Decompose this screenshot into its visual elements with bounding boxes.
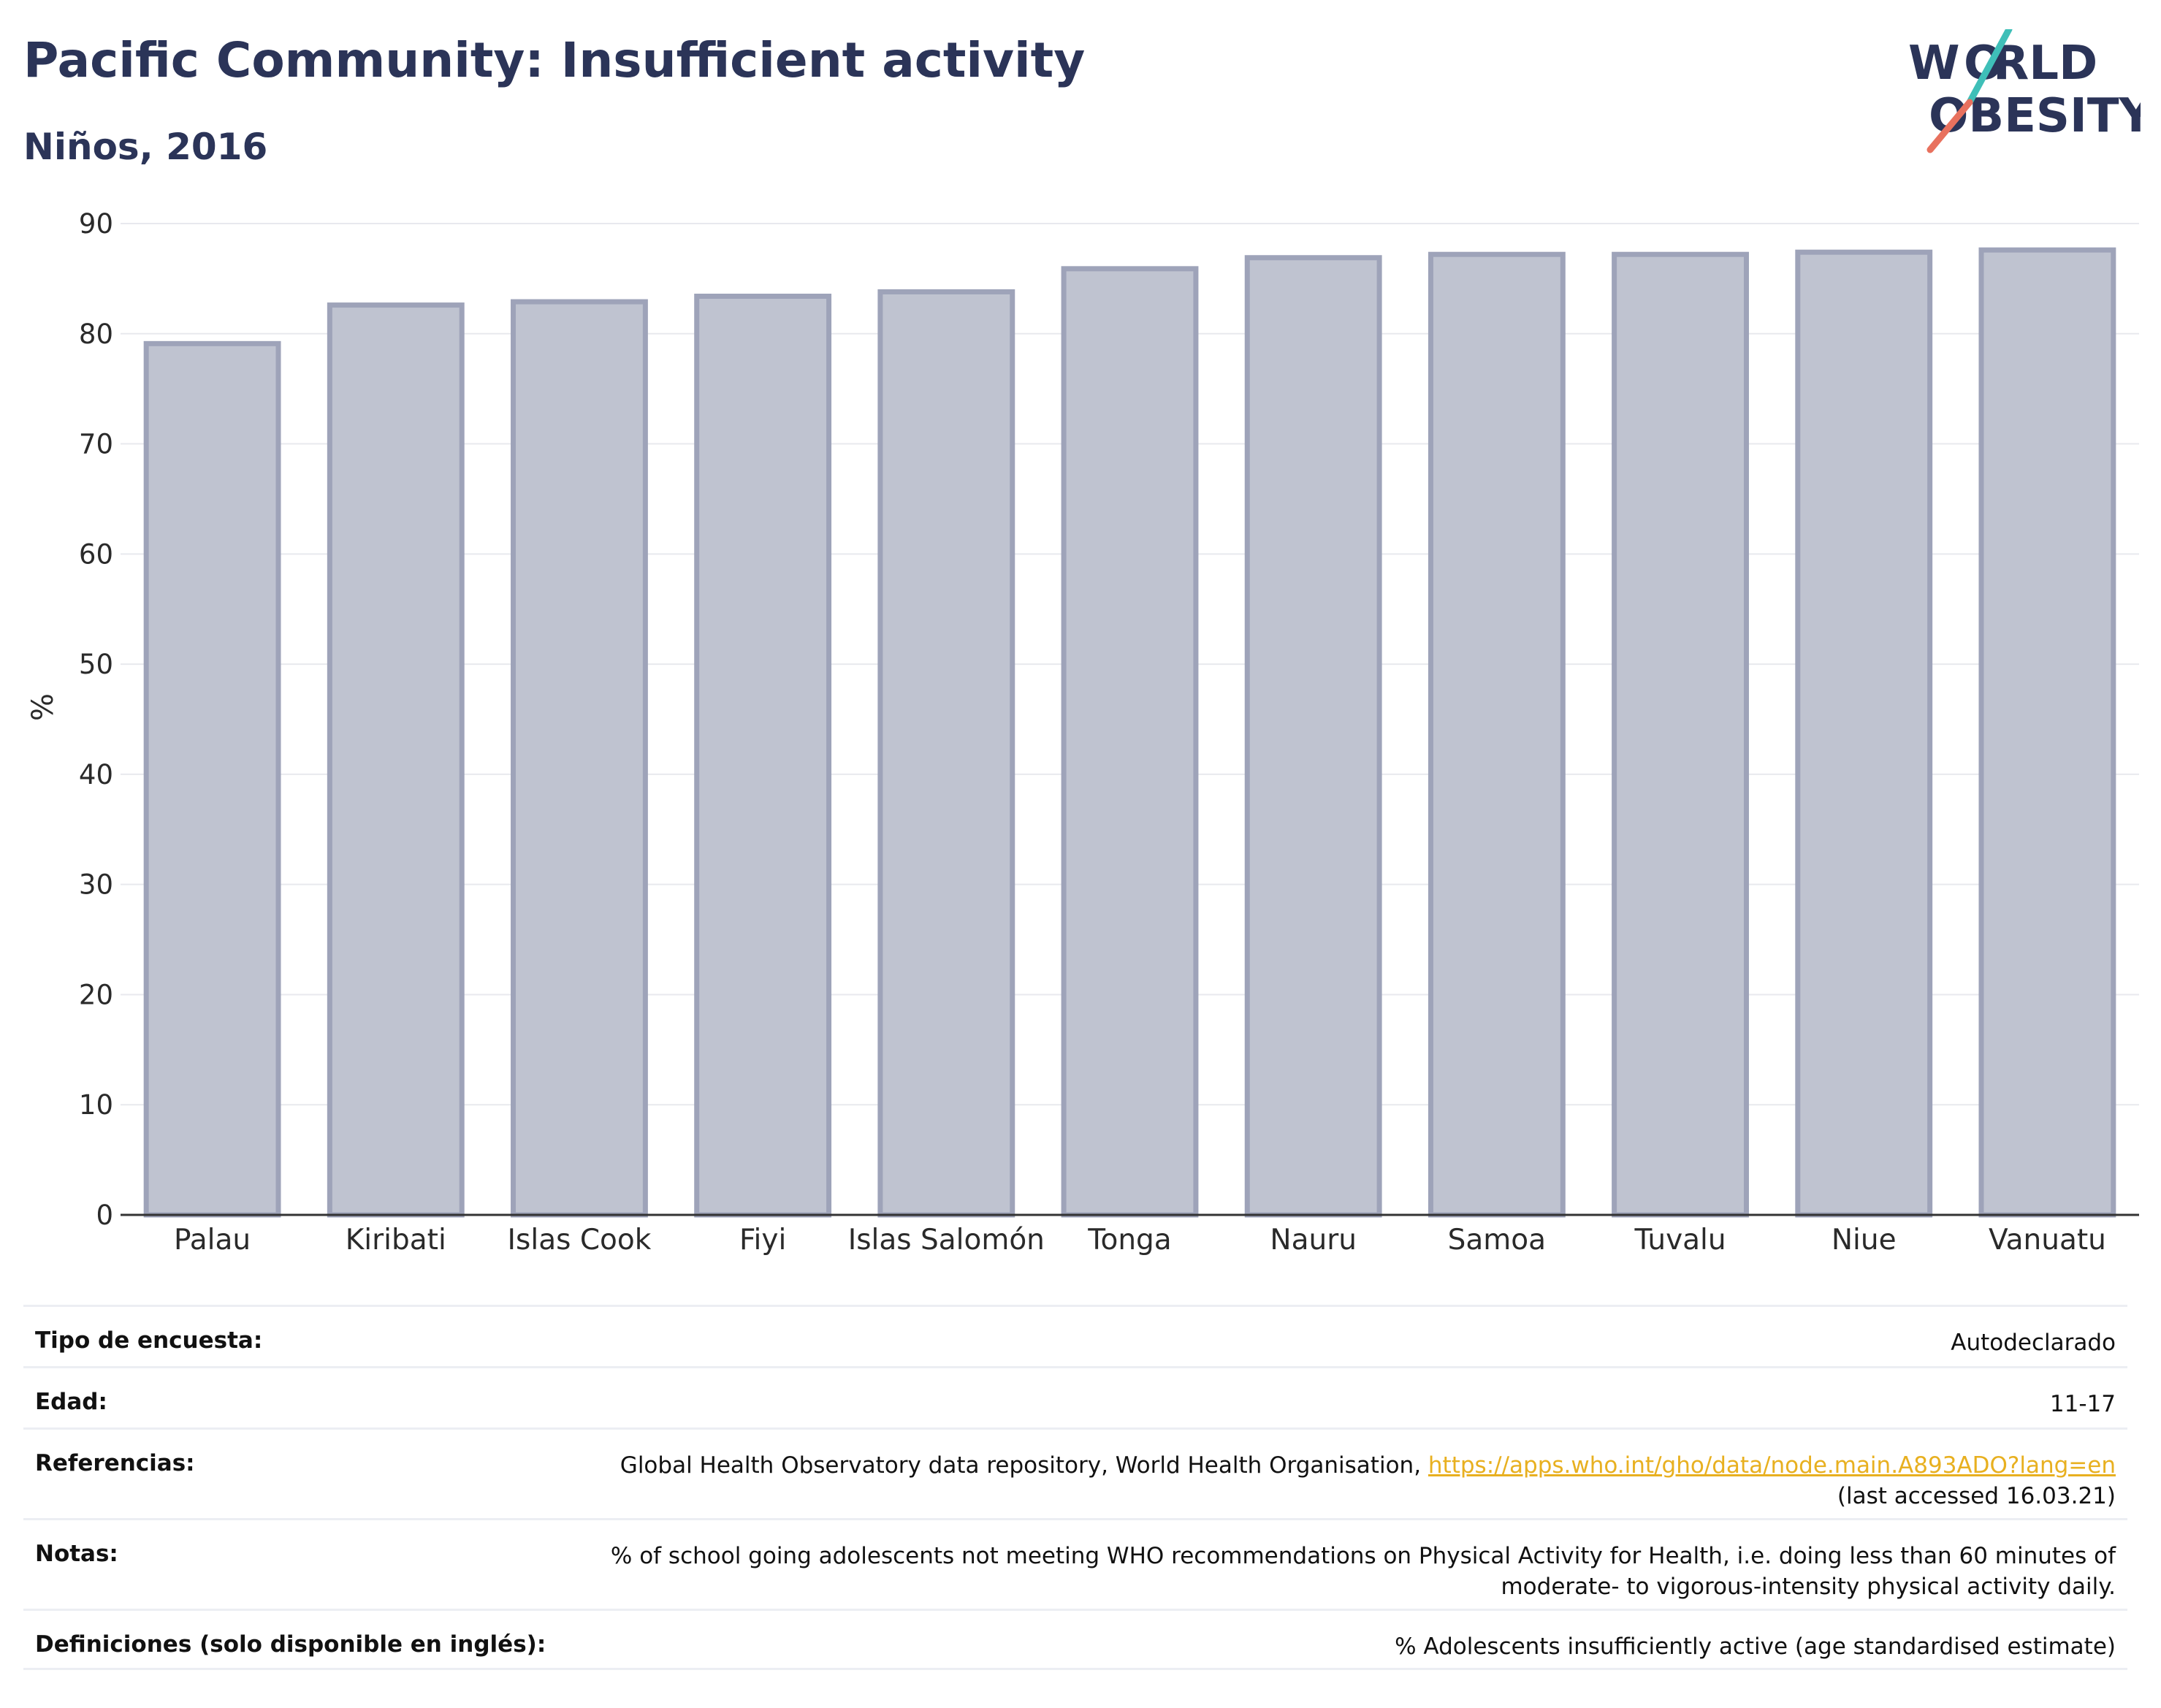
bar-fiyi: [694, 294, 832, 1218]
y-tick-label: 50: [79, 649, 113, 680]
y-tick-label: 80: [79, 319, 113, 350]
x-category-label: Niue: [1832, 1224, 1897, 1257]
info-key: Definiciones (solo disponible en inglés)…: [35, 1631, 546, 1658]
y-tick-label: 40: [79, 759, 113, 790]
x-category-label: Palau: [174, 1224, 251, 1257]
x-category-label: Kiribati: [346, 1224, 446, 1257]
info-value: 11-17: [2049, 1391, 2116, 1417]
info-value: Global Health Observatory data repositor…: [620, 1452, 2116, 1509]
x-category-label: Fiyi: [739, 1224, 786, 1257]
y-tick-label: 70: [79, 429, 113, 460]
x-category-label: Islas Salomón: [848, 1224, 1045, 1257]
info-row: Definiciones (solo disponible en inglés)…: [23, 1609, 2127, 1670]
bar-vanuatu: [1978, 247, 2116, 1218]
y-tick-label: 20: [79, 979, 113, 1010]
info-row: Tipo de encuesta: Autodeclarado: [23, 1305, 2127, 1366]
bar-chart: 0 10 20 30 40 50 60 70 80 90 Palau Kiribati Islas C…: [26, 208, 2139, 1257]
x-category-label: Nauru: [1270, 1224, 1357, 1257]
y-tick-label: 30: [79, 869, 113, 901]
bar-tonga: [1061, 266, 1199, 1218]
info-key: Edad:: [35, 1389, 107, 1415]
bar-palau: [143, 340, 281, 1218]
info-key: Notas:: [35, 1541, 118, 1567]
info-value: % of school going adolescents not meetin…: [610, 1543, 2116, 1600]
world-obesity-logo: W RLD O OBESITY: [1908, 29, 2141, 153]
y-tick-label: 10: [79, 1089, 113, 1121]
y-tick-labels: 0 10 20 30 40 50 60 70 80 90: [79, 208, 113, 1231]
y-axis-title: %: [26, 693, 60, 721]
y-tick-label: 90: [79, 208, 113, 240]
info-row: Referencias: Global Health Observatory da…: [23, 1427, 2127, 1518]
bar-islas-salomón: [877, 289, 1015, 1218]
info-table: Tipo de encuesta: Autodeclarado Edad: 11-17…: [23, 1305, 2127, 1670]
x-category-label: Tonga: [1087, 1224, 1171, 1257]
y-tick-label: 0: [96, 1200, 113, 1231]
x-category-label: Tuvalu: [1634, 1224, 1726, 1257]
x-category-label: Islas Cook: [508, 1224, 652, 1257]
bar-islas-cook: [511, 299, 648, 1218]
bar-tuvalu: [1612, 251, 1749, 1218]
x-category-label: Vanuatu: [1989, 1224, 2106, 1257]
info-row: Edad: 11-17: [23, 1366, 2127, 1427]
info-row: Notas: % of school going adolescents not …: [23, 1518, 2127, 1609]
svg-text:RLD: RLD: [1993, 37, 2097, 91]
page-title: Pacific Community: Insufficient activity: [23, 32, 1086, 88]
bar-nauru: [1244, 255, 1382, 1218]
bar-kiribati: [327, 302, 465, 1218]
info-value: % Adolescents insufficiently active (age…: [1395, 1633, 2116, 1660]
info-value: Autodeclarado: [1951, 1330, 2116, 1356]
bar-niue: [1795, 249, 1933, 1218]
y-tick-label: 60: [79, 538, 113, 570]
svg-text:OBESITY: OBESITY: [1929, 89, 2141, 143]
page-subtitle: Niños, 2016: [23, 126, 268, 168]
x-category-labels: Palau Kiribati Islas Cook Fiyi Islas Salomón…: [174, 1224, 2106, 1257]
info-key: Tipo de encuesta:: [35, 1327, 263, 1354]
bar-samoa: [1428, 251, 1566, 1218]
x-category-label: Samoa: [1448, 1224, 1546, 1257]
reference-link[interactable]: https://apps.who.int/gho/data/node.main.…: [1428, 1452, 2116, 1479]
bars: [143, 247, 2116, 1218]
info-key: Referencias:: [35, 1450, 195, 1476]
svg-text:W: W: [1908, 37, 1960, 91]
